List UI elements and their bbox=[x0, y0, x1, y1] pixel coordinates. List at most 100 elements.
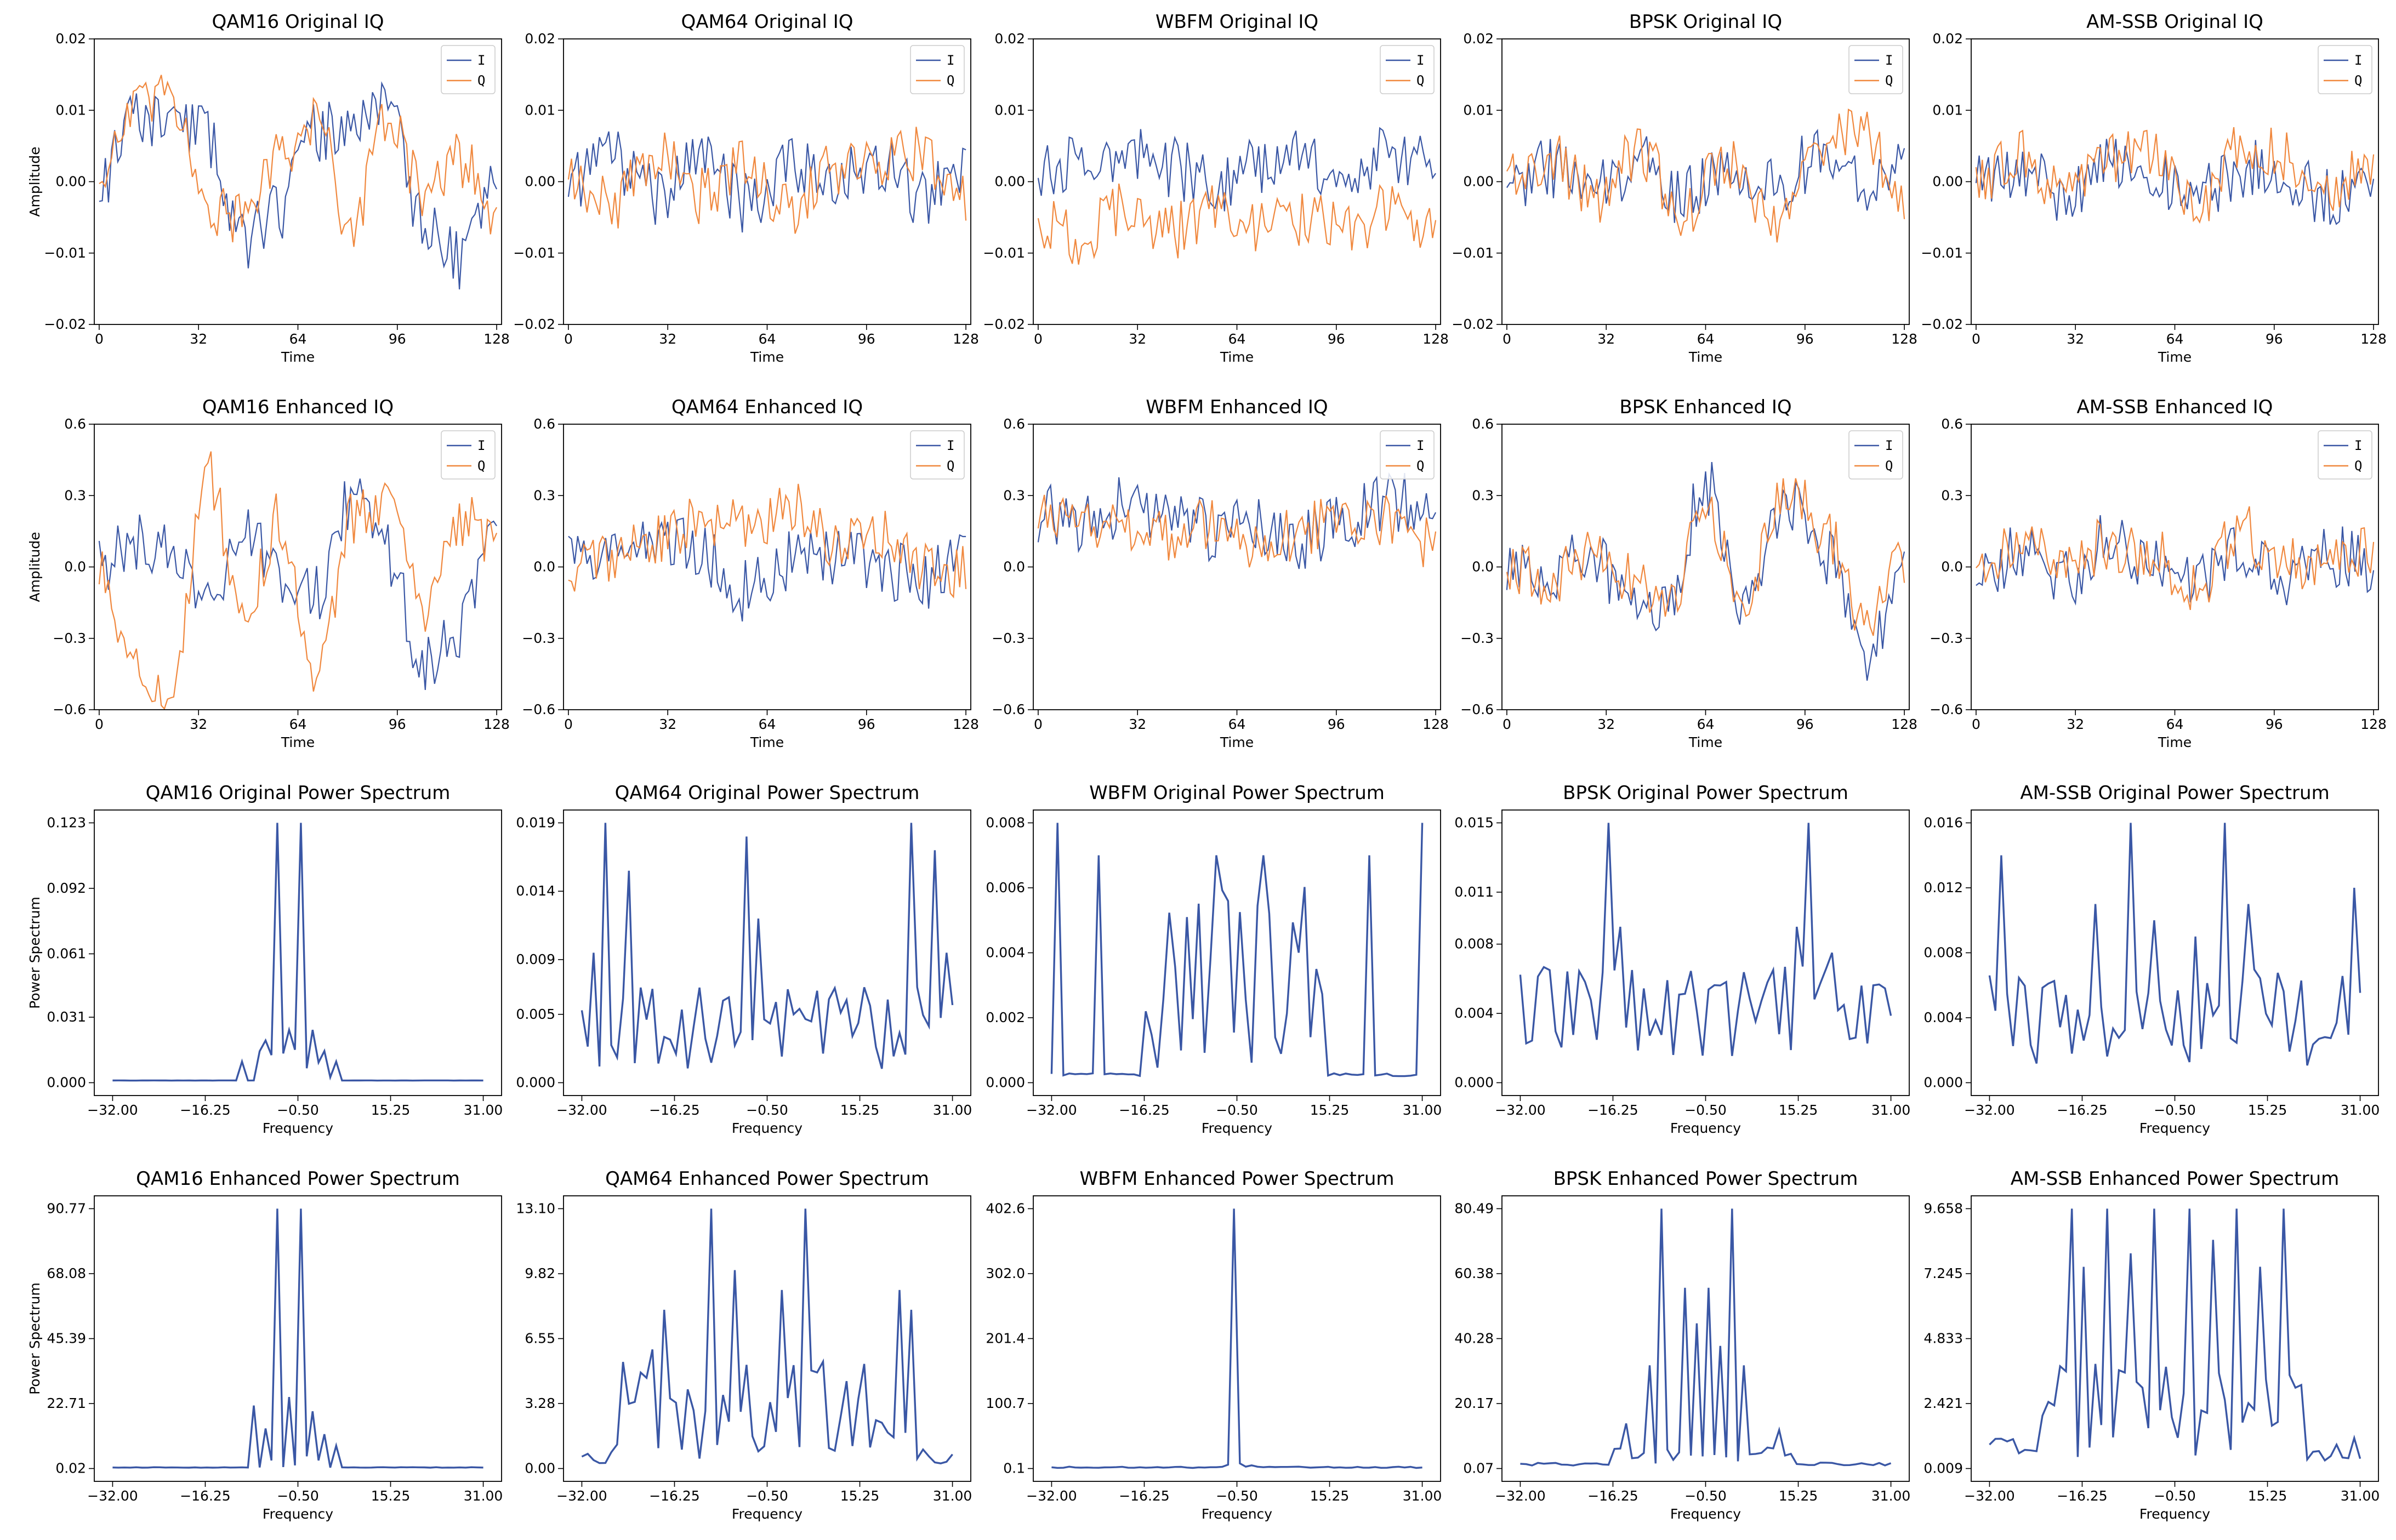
y-tick-label: 0.000 bbox=[1454, 1075, 1494, 1091]
x-tick-label: 31.00 bbox=[1871, 1488, 1911, 1504]
x-tick-label: 96 bbox=[389, 331, 406, 347]
x-tick-label: 96 bbox=[858, 716, 875, 732]
legend: IQ bbox=[441, 430, 496, 480]
x-tick-label: 128 bbox=[2360, 331, 2387, 347]
y-tick-label: 0.0 bbox=[64, 559, 86, 575]
x-tick-label: 0 bbox=[564, 716, 573, 732]
y-tick-label: 100.7 bbox=[986, 1395, 1025, 1411]
x-tick-label: −16.25 bbox=[180, 1488, 231, 1504]
y-tick-label: 0.01 bbox=[1463, 102, 1494, 118]
x-tick-label: 64 bbox=[289, 716, 307, 732]
y-tick-label: −0.6 bbox=[992, 701, 1025, 717]
x-tick-label: 64 bbox=[1228, 331, 1246, 347]
y-tick-label: −0.01 bbox=[983, 245, 1025, 261]
x-tick-label: −0.50 bbox=[2154, 1102, 2196, 1118]
x-tick-label: 96 bbox=[1328, 716, 1345, 732]
y-tick-label: 0.008 bbox=[986, 814, 1025, 830]
y-tick-label: 0.6 bbox=[1941, 416, 1963, 432]
legend-label-Q: Q bbox=[1885, 73, 1893, 88]
y-axis-label: Power Spectrum bbox=[27, 897, 43, 1009]
x-tick-label: −16.25 bbox=[180, 1102, 231, 1118]
x-tick-label: 128 bbox=[1891, 331, 1917, 347]
x-tick-label: −0.50 bbox=[1216, 1488, 1258, 1504]
x-tick-label: −32.00 bbox=[1964, 1102, 2015, 1118]
legend-label-I: I bbox=[947, 438, 954, 453]
y-tick-label: 0.3 bbox=[1003, 487, 1025, 503]
y-tick-label: −0.01 bbox=[513, 245, 555, 261]
legend-box bbox=[441, 430, 496, 480]
y-tick-label: 0.092 bbox=[47, 880, 86, 896]
x-tick-label: −32.00 bbox=[1026, 1102, 1077, 1118]
subplot-8: WBFM Enhanced IQ 0 32 64 96 128 −0.6 −0.3 0.0 0.3… bbox=[992, 396, 1449, 750]
x-tick-label: −0.50 bbox=[1684, 1488, 1727, 1504]
y-tick-label: 0.0 bbox=[1472, 559, 1494, 575]
series-line-I bbox=[1975, 139, 2375, 225]
x-tick-label: 64 bbox=[759, 331, 776, 347]
y-tick-label: −0.01 bbox=[1921, 245, 1963, 261]
x-tick-label: −0.50 bbox=[277, 1102, 319, 1118]
x-tick-label: 32 bbox=[2067, 716, 2084, 732]
y-tick-label: 0.019 bbox=[516, 814, 555, 830]
y-tick-label: 0.009 bbox=[516, 951, 555, 967]
x-tick-label: 96 bbox=[858, 331, 875, 347]
x-tick-label: 128 bbox=[1891, 716, 1917, 732]
x-tick-label: 32 bbox=[659, 331, 676, 347]
series-line-I bbox=[568, 517, 966, 621]
y-tick-label: −0.02 bbox=[1452, 316, 1494, 332]
y-tick-label: −0.02 bbox=[513, 316, 555, 332]
y-tick-label: 0.014 bbox=[516, 883, 555, 899]
subplot-9: BPSK Enhanced IQ 0 32 64 96 128 −0.6 −0.3 0.0 0.3… bbox=[1460, 396, 1917, 750]
legend-box bbox=[2318, 430, 2372, 480]
axes-frame bbox=[1033, 809, 1441, 1096]
y-tick-label: 0.012 bbox=[1923, 880, 1963, 896]
y-tick-label: 0.011 bbox=[1454, 884, 1494, 900]
x-tick-label: 0 bbox=[1034, 331, 1043, 347]
legend: IQ bbox=[441, 45, 496, 94]
legend: IQ bbox=[910, 430, 965, 480]
subplot-7: QAM64 Enhanced IQ 0 32 64 96 128 −0.6 −0.3 0.0 0.… bbox=[522, 396, 979, 750]
y-tick-label: 0.00 bbox=[1932, 174, 1963, 190]
x-axis-label: Time bbox=[1688, 349, 1722, 365]
series-line-I bbox=[1037, 127, 1437, 212]
x-tick-label: 31.00 bbox=[1403, 1102, 1442, 1118]
x-tick-label: −16.25 bbox=[1119, 1488, 1170, 1504]
y-tick-label: 0.02 bbox=[1932, 31, 1963, 47]
x-tick-label: −0.50 bbox=[1684, 1102, 1727, 1118]
legend-label-I: I bbox=[477, 53, 485, 68]
y-tick-label: 0.004 bbox=[1923, 1009, 1963, 1025]
x-tick-label: 0 bbox=[1503, 331, 1511, 347]
y-tick-label: 0.002 bbox=[986, 1009, 1025, 1025]
x-tick-label: 0 bbox=[564, 331, 573, 347]
x-tick-label: 15.25 bbox=[840, 1102, 880, 1118]
y-tick-label: 0.000 bbox=[1923, 1075, 1963, 1091]
y-tick-label: 80.49 bbox=[1454, 1200, 1494, 1216]
x-axis-label: Frequency bbox=[263, 1120, 333, 1136]
x-tick-label: 96 bbox=[389, 716, 406, 732]
y-tick-label: 0.009 bbox=[1923, 1461, 1963, 1476]
x-tick-label: 15.25 bbox=[1779, 1102, 1818, 1118]
series-line-Q bbox=[1506, 478, 1905, 636]
x-axis-label: Frequency bbox=[2139, 1120, 2210, 1136]
x-tick-label: 96 bbox=[1328, 331, 1345, 347]
y-tick-label: 9.82 bbox=[525, 1265, 555, 1281]
y-tick-label: −0.02 bbox=[983, 316, 1025, 332]
subplot-2: QAM64 Original IQ 0 32 64 96 128 −0.02 −0.01 0.0… bbox=[513, 11, 979, 365]
y-tick-label: 40.28 bbox=[1454, 1331, 1494, 1347]
y-tick-label: −0.3 bbox=[522, 630, 555, 646]
y-tick-label: 0.6 bbox=[533, 416, 555, 432]
spectrum-line bbox=[1051, 1208, 1422, 1469]
subplot-13: WBFM Original Power Spectrum −32.00 −16.25… bbox=[986, 782, 1442, 1136]
legend-label-I: I bbox=[1885, 438, 1893, 453]
y-tick-label: 45.39 bbox=[47, 1331, 86, 1347]
y-tick-label: 0.3 bbox=[64, 487, 86, 503]
x-tick-label: −32.00 bbox=[1495, 1488, 1546, 1504]
y-tick-label: 7.245 bbox=[1923, 1265, 1963, 1281]
x-axis-label: Time bbox=[281, 349, 315, 365]
y-tick-label: 0.6 bbox=[1472, 416, 1494, 432]
x-tick-label: 15.25 bbox=[1779, 1488, 1818, 1504]
y-tick-label: −0.6 bbox=[522, 701, 555, 717]
series-line-I bbox=[1037, 472, 1437, 569]
series-line-Q bbox=[99, 75, 498, 247]
x-tick-label: 31.00 bbox=[1403, 1488, 1442, 1504]
